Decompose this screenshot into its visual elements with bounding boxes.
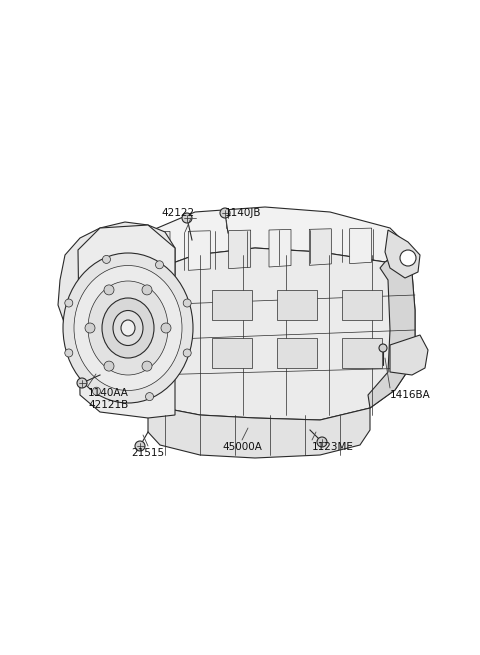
Text: 42122: 42122 [162, 208, 195, 218]
Polygon shape [228, 230, 251, 269]
Bar [342, 290, 382, 320]
Bar [277, 290, 317, 320]
Circle shape [220, 208, 230, 218]
Ellipse shape [113, 310, 143, 345]
Bar [212, 338, 252, 368]
Circle shape [317, 437, 327, 447]
Polygon shape [368, 248, 415, 408]
Polygon shape [78, 225, 175, 418]
Text: 45000A: 45000A [222, 442, 262, 452]
Text: 1416BA: 1416BA [390, 390, 431, 400]
Circle shape [104, 361, 114, 371]
Circle shape [65, 299, 73, 307]
Circle shape [400, 250, 416, 266]
Circle shape [182, 213, 192, 223]
Circle shape [183, 299, 191, 307]
Circle shape [156, 261, 164, 269]
Circle shape [104, 285, 114, 295]
Ellipse shape [121, 320, 135, 336]
Circle shape [93, 387, 100, 395]
Polygon shape [110, 248, 415, 420]
Ellipse shape [102, 298, 154, 358]
Bar [277, 338, 317, 368]
Circle shape [102, 255, 110, 263]
Polygon shape [148, 231, 170, 272]
Circle shape [379, 344, 387, 352]
Ellipse shape [74, 265, 182, 390]
Polygon shape [385, 230, 420, 278]
Polygon shape [148, 405, 370, 458]
Circle shape [65, 349, 73, 357]
Circle shape [142, 361, 152, 371]
Text: 1140AA: 1140AA [88, 388, 129, 398]
Polygon shape [390, 335, 428, 375]
Text: 42121B: 42121B [88, 400, 128, 410]
Circle shape [161, 323, 171, 333]
Circle shape [135, 441, 145, 451]
Text: 1123ME: 1123ME [312, 442, 354, 452]
Bar [342, 338, 382, 368]
Polygon shape [148, 207, 410, 272]
Text: 21515: 21515 [132, 448, 165, 458]
Polygon shape [269, 229, 291, 267]
Circle shape [77, 378, 87, 388]
Polygon shape [188, 231, 210, 271]
Circle shape [142, 285, 152, 295]
Text: 1140JB: 1140JB [225, 208, 262, 218]
Polygon shape [58, 222, 175, 415]
Ellipse shape [63, 253, 193, 403]
Ellipse shape [88, 281, 168, 375]
Polygon shape [309, 229, 331, 265]
Circle shape [85, 323, 95, 333]
Circle shape [145, 392, 154, 401]
Circle shape [183, 349, 191, 357]
Polygon shape [349, 228, 372, 264]
Bar [212, 290, 252, 320]
